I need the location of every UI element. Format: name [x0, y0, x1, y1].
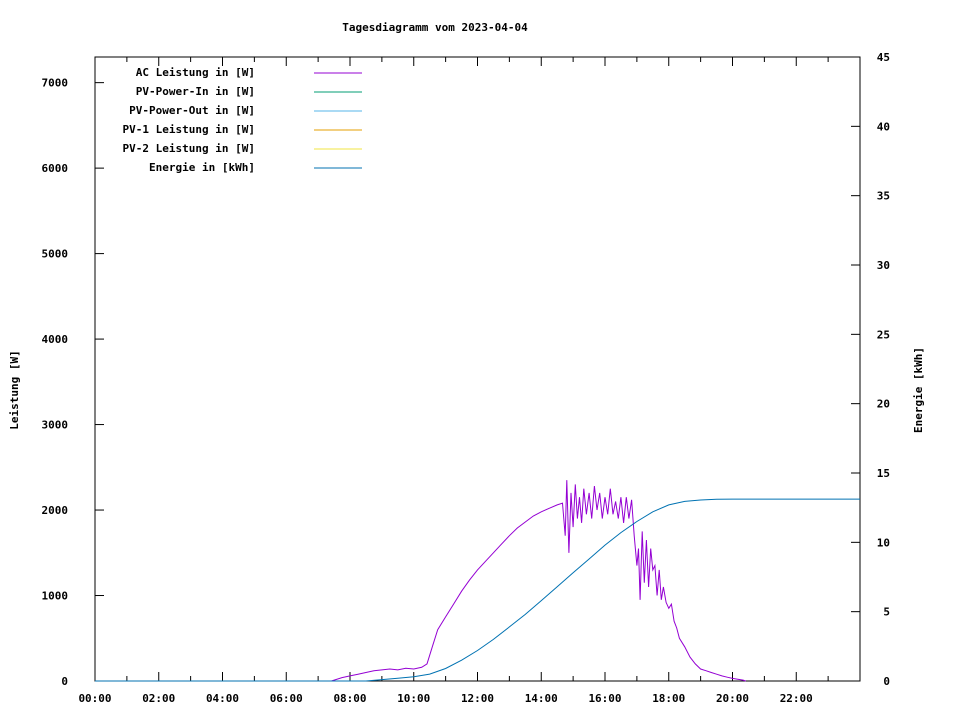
- legend-label: PV-Power-In in [W]: [136, 85, 255, 98]
- x-tick-label: 18:00: [652, 692, 685, 705]
- chart-title: Tagesdiagramm vom 2023-04-04: [342, 21, 528, 34]
- y-tick-label: 1000: [42, 590, 69, 603]
- y2-tick-label: 25: [877, 328, 890, 341]
- legend-label: PV-Power-Out in [W]: [129, 104, 255, 117]
- x-tick-label: 04:00: [206, 692, 239, 705]
- y-tick-label: 2000: [42, 504, 69, 517]
- y2-tick-label: 20: [877, 398, 890, 411]
- y-axis-left: 0 1000 2000 3000 4000 5000 6000 7000: [42, 77, 104, 688]
- y2-tick-label: 0: [883, 675, 890, 688]
- x-tick-label: 08:00: [333, 692, 366, 705]
- y-tick-label: 4000: [42, 333, 69, 346]
- x-tick-label: 06:00: [270, 692, 303, 705]
- y2-tick-label: 30: [877, 259, 890, 272]
- y2-axis-label: Energie [kWh]: [912, 347, 925, 433]
- y-axis-right: 0 5 10 15 20 25 30 35 40 45: [851, 51, 890, 688]
- series-layer: [95, 480, 860, 682]
- y2-tick-label: 35: [877, 190, 890, 203]
- legend: AC Leistung in [W] PV-Power-In in [W] PV-P…: [123, 66, 362, 174]
- x-tick-label: 22:00: [780, 692, 813, 705]
- x-axis: 00:00 02:00 04:00 06:00 08:00 10:00 12:00 14:00…: [78, 57, 829, 705]
- y-axis-label: Leistung [W]: [8, 350, 21, 429]
- y-tick-label: 3000: [42, 419, 69, 432]
- y-tick-label: 5000: [42, 248, 69, 261]
- y2-tick-label: 5: [883, 606, 890, 619]
- y2-tick-label: 10: [877, 536, 890, 549]
- x-tick-label: 00:00: [78, 692, 111, 705]
- y-tick-label: 6000: [42, 162, 69, 175]
- y2-tick-label: 45: [877, 51, 890, 64]
- x-tick-label: 16:00: [588, 692, 621, 705]
- legend-label: AC Leistung in [W]: [136, 66, 255, 79]
- y-tick-label: 7000: [42, 77, 69, 90]
- x-tick-label: 12:00: [461, 692, 494, 705]
- x-tick-label: 20:00: [716, 692, 749, 705]
- x-tick-label: 14:00: [525, 692, 558, 705]
- x-tick-label: 10:00: [397, 692, 430, 705]
- legend-label: PV-2 Leistung in [W]: [123, 142, 255, 155]
- legend-label: Energie in [kWh]: [149, 161, 255, 174]
- series-line: [95, 498, 860, 682]
- y2-tick-label: 15: [877, 467, 890, 480]
- legend-label: PV-1 Leistung in [W]: [123, 123, 255, 136]
- x-tick-label: 02:00: [142, 692, 175, 705]
- series-line: [331, 480, 746, 682]
- y2-tick-label: 40: [877, 120, 890, 133]
- y-tick-label: 0: [61, 675, 68, 688]
